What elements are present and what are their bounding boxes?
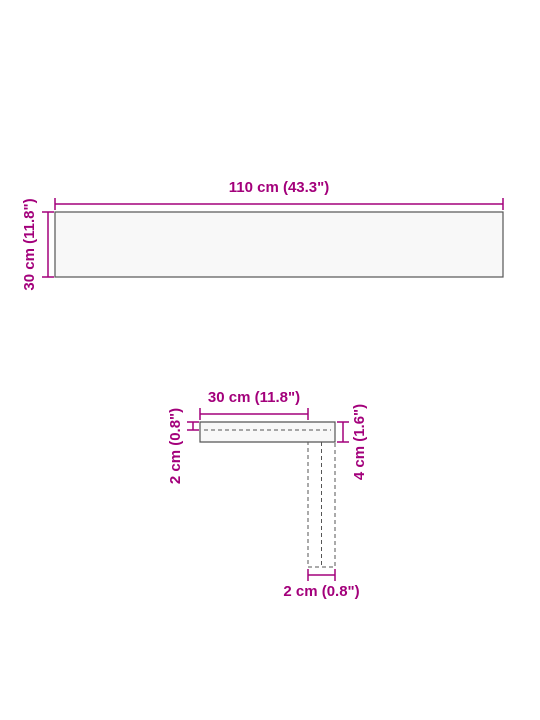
- dim-label-4: 4 cm (1.6"): [351, 404, 368, 480]
- top-panel-rect: [55, 212, 503, 277]
- dim-label-top-width: 110 cm (43.3"): [229, 179, 330, 196]
- bottom-profile-bar: [200, 422, 335, 442]
- dim-label-top-height: 30 cm (11.8"): [21, 198, 38, 290]
- dim-label-2-bottom: 2 cm (0.8"): [283, 583, 359, 600]
- dim-label-30: 30 cm (11.8"): [208, 389, 300, 406]
- dim-label-2-left: 2 cm (0.8"): [167, 408, 184, 484]
